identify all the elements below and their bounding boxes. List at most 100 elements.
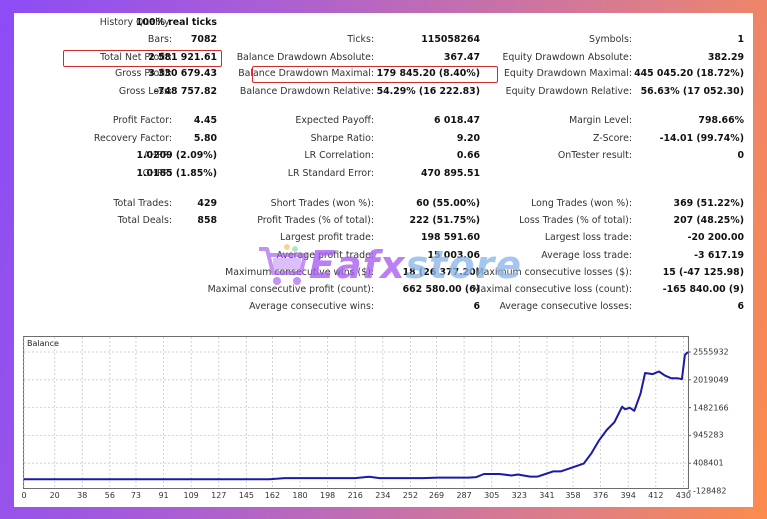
x-tick-label: 412 [648,491,664,500]
report-label: Total Net Profit: [100,52,172,63]
report-value: 222 (51.75%) [409,215,480,226]
report-label: Recovery Factor: [93,133,172,144]
report-value: -20 200.00 [687,232,744,243]
report-value: 9.20 [456,133,480,144]
report-label: Maximal consecutive profit (count): [207,284,374,295]
x-tick-label: 145 [238,491,254,500]
x-tick-label: 162 [264,491,281,500]
report-label: Z-Score: [592,133,632,144]
report-row: LR Standard Error: 470 895.51 [14,166,753,182]
report-value: -14.01 (99.74%) [659,133,744,144]
report-value: 15 003.06 [427,250,481,261]
report-label: History Quality: [99,17,172,28]
report-row: Largest loss trade: -20 200.00 [14,230,753,246]
report-row: Equity Drawdown Maximal: 445 045.20 (18.7… [14,66,753,82]
highlight-balance-drawdown-maximal [252,66,498,83]
report-value: 179 845.20 (8.40%) [376,68,480,79]
report-row: Long Trades (won %): 369 (51.22%) [14,196,753,212]
report-label: Short Trades (won %): [270,198,374,209]
report-label: LR Standard Error: [287,168,374,179]
report-row: Short Trades (won %): 60 (55.00%) [14,196,753,212]
report-value: 1.0185 (1.85%) [136,168,217,179]
report-value: -748 757.82 [154,86,217,97]
report-value: 1.0209 (2.09%) [136,150,217,161]
report-label: Total Deals: [117,215,172,226]
strategy-tester-report: History Quality: 100% real ticks Bars: 7082… [14,13,753,507]
report-value: 6 018.47 [434,115,480,126]
y-tick-label: 2555932 [693,347,729,357]
x-tick-label: 341 [539,491,555,500]
report-label: Profit Factor: [112,115,172,126]
report-row: Total Deals: 858 [14,213,753,229]
x-tick-label: 430 [675,491,692,500]
report-row: Equity Drawdown Absolute: 382.29 [14,50,753,66]
report-row: Balance Drawdown Maximal: 179 845.20 (8.4… [14,66,753,82]
report-row: GHPR: 1.0185 (1.85%) [14,166,753,182]
report-row: OnTester result: 0 [14,148,753,164]
y-tick-label: 945283 [693,430,724,440]
x-tick-label: 234 [375,491,391,500]
report-row: LR Correlation: 0.66 [14,148,753,164]
report-value: 6 [473,301,480,312]
report-label: Bars: [147,34,172,45]
report-row: Average loss trade: -3 617.19 [14,248,753,264]
chart-grid [23,337,691,492]
report-label: Symbols: [589,34,632,45]
x-tick-label: 216 [347,491,363,500]
report-label: Balance Drawdown Relative: [239,86,374,97]
report-label: Average consecutive losses: [499,301,632,312]
report-label: Balance Drawdown Absolute: [236,52,374,63]
report-label: Largest profit trade: [280,232,374,243]
x-tick-label: 323 [511,491,527,500]
report-label: Gross Profit: [114,68,172,79]
chart-title: Balance [27,339,59,348]
x-tick-label: 73 [130,491,142,500]
y-tick-label: -128482 [693,486,727,496]
report-value: 4.45 [193,115,217,126]
report-row: Bars: 7082 [14,32,753,48]
report-row: Profit Factor: 4.45 [14,113,753,129]
x-tick-label: 252 [402,491,419,500]
report-label: Expected Payoff: [295,115,374,126]
report-label: Profit Trades (% of total): [257,215,374,226]
report-label: Margin Level: [569,115,632,126]
report-row: Symbols: 1 [14,32,753,48]
report-row: AHPR: 1.0209 (2.09%) [14,148,753,164]
report-value: 0.66 [456,150,480,161]
report-label: Equity Drawdown Absolute: [502,52,632,63]
x-tick-label: 20 [49,491,60,500]
report-value: 100% real ticks [135,17,217,28]
report-label: GHPR: [142,168,172,179]
x-tick-label: 376 [592,491,609,500]
report-value: -165 840.00 (9) [662,284,744,295]
x-tick-label: 0 [21,491,27,500]
balance-line [24,351,689,481]
report-row: Balance Drawdown Relative: 54.29% (16 222… [14,84,753,100]
balance-line-plot [23,337,691,492]
report-label: Largest loss trade: [544,232,632,243]
report-label: Ticks: [347,34,374,45]
report-row: Sharpe Ratio: 9.20 [14,131,753,147]
report-row: Profit Trades (% of total): 222 (51.75%) [14,213,753,229]
y-tick-label: 2019049 [693,375,729,385]
report-value: 0 [737,150,744,161]
x-tick-label: 394 [620,491,636,500]
report-value: 7082 [190,34,217,45]
report-label: Sharpe Ratio: [310,133,374,144]
report-value: 54.29% (16 222.83) [376,86,480,97]
report-label: Maximum consecutive losses ($): [475,267,632,278]
report-row: Total Trades: 429 [14,196,753,212]
report-label: Total Trades: [113,198,172,209]
report-label: Equity Drawdown Relative: [505,86,632,97]
report-value: 207 (48.25%) [673,215,744,226]
report-label: Average profit trade: [276,250,374,261]
report-value: 369 (51.22%) [673,198,744,209]
report-label: Average loss trade: [541,250,632,261]
report-row: Equity Drawdown Relative: 56.63% (17 052.… [14,84,753,100]
x-tick-label: 127 [211,491,227,500]
report-value: 445 045.20 (18.72%) [634,68,744,79]
x-tick-label: 269 [428,491,445,500]
report-row: Gross Profit: 3 330 679.43 [14,66,753,82]
report-value: 3 330 679.43 [148,68,217,79]
report-value: 5.80 [193,133,217,144]
